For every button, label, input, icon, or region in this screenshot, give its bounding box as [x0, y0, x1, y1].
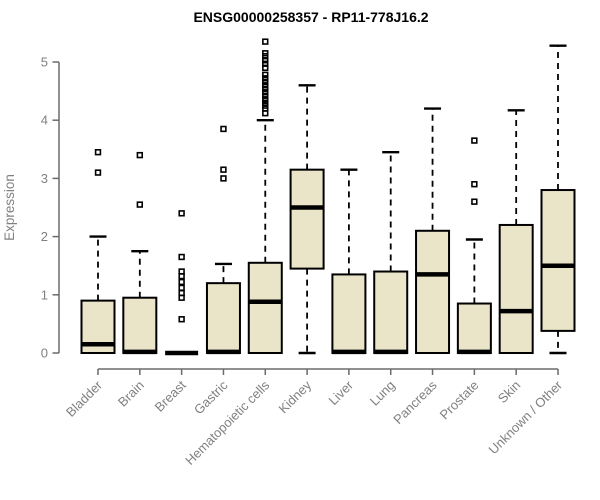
box [498, 223, 534, 354]
outlier-point [262, 60, 269, 67]
chart-title: ENSG00000258357 - RP11-778J16.2 [193, 9, 429, 25]
x-tick-label: Bladder [63, 377, 106, 420]
y-tick-label: 3 [41, 171, 48, 186]
box [331, 273, 367, 354]
x-tick-label: Pancreas [390, 377, 440, 427]
outlier-point [178, 278, 185, 286]
y-tick-label: 5 [41, 55, 48, 70]
x-tick-label: Lung [367, 378, 398, 409]
x-tick-label: Breast [152, 377, 189, 414]
outlier-point [262, 96, 269, 103]
y-tick-label: 2 [41, 229, 48, 244]
outlier-point [178, 289, 185, 297]
outlier-point [220, 125, 227, 133]
outlier-point [178, 253, 185, 261]
outlier-point [262, 75, 269, 82]
outlier-point [262, 92, 269, 99]
x-tick-label: Unknown / Other [486, 377, 566, 457]
outlier-point [136, 201, 144, 208]
box [415, 229, 451, 354]
outlier-point [471, 198, 478, 205]
outlier-point [220, 166, 227, 173]
outlier-point [262, 71, 269, 79]
box [122, 296, 158, 354]
outlier-point [94, 169, 102, 176]
box [373, 270, 409, 354]
outlier-point [136, 151, 144, 159]
outlier-point [471, 181, 478, 188]
x-tick-label: Brain [115, 378, 147, 410]
outlier-point [262, 50, 269, 57]
y-tick-label: 1 [41, 287, 48, 302]
outlier-point [262, 99, 269, 106]
outlier-point [262, 78, 269, 85]
outlier-point [471, 137, 478, 144]
outlier-point [178, 210, 185, 217]
outlier-point [220, 175, 227, 182]
outlier-point [262, 82, 269, 89]
outlier-point [178, 316, 185, 323]
x-tick-label: Skin [495, 378, 523, 406]
outlier-point [178, 284, 185, 292]
x-tick-label: Kidney [275, 377, 314, 416]
outlier-point [94, 149, 102, 156]
x-tick-label: Liver [325, 377, 356, 408]
box [540, 189, 576, 332]
box [456, 302, 492, 354]
y-axis-label: Expression [2, 174, 17, 241]
y-tick-label: 4 [41, 113, 48, 128]
x-tick-label: Prostate [437, 378, 482, 423]
y-tick-label: 0 [41, 346, 48, 361]
outlier-point [262, 38, 269, 45]
outlier-point [262, 85, 269, 92]
x-tick-label: Gastric [191, 377, 231, 417]
box [205, 282, 241, 354]
box [289, 168, 325, 270]
box [247, 261, 283, 355]
outlier-point [262, 89, 269, 96]
outlier-point [178, 268, 185, 275]
